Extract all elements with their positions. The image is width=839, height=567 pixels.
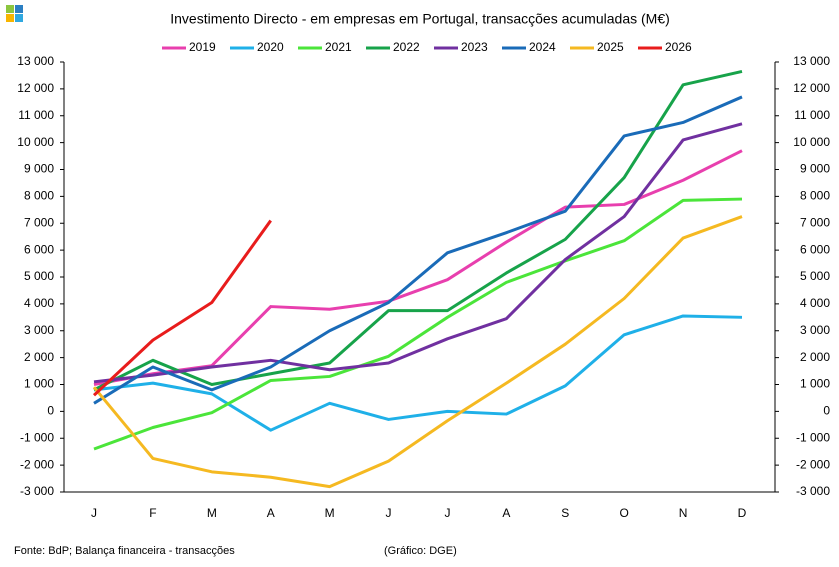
y2-tick-label: 7 000 (800, 215, 830, 229)
x-tick-label: M (325, 506, 335, 520)
y-tick-label: 5 000 (24, 269, 54, 283)
y2-tick-label: 9 000 (800, 162, 830, 176)
y-tick-label: -1 000 (20, 430, 54, 444)
chart-title: Investimento Directo - em empresas em Po… (170, 11, 670, 27)
y-tick-label: 6 000 (24, 242, 54, 256)
y2-tick-label: -2 000 (796, 457, 830, 471)
x-tick-label: J (444, 506, 450, 520)
y-tick-label: 13 000 (17, 54, 54, 68)
legend-label: 2020 (257, 40, 284, 54)
y-tick-label: 2 000 (24, 350, 54, 364)
y-tick-label: 10 000 (17, 135, 54, 149)
series-line (92, 215, 743, 489)
y2-tick-label: 10 000 (793, 135, 830, 149)
series-line (93, 95, 743, 405)
legend-label: 2019 (189, 40, 216, 54)
y2-tick-label: 0 (823, 404, 830, 418)
x-tick-label: O (620, 506, 629, 520)
y-tick-label: 4 000 (24, 296, 54, 310)
x-tick-label: D (738, 506, 747, 520)
y-tick-label: 0 (47, 404, 54, 418)
legend-label: 2021 (325, 40, 352, 54)
x-tick-label: J (386, 506, 392, 520)
y2-tick-label: 1 000 (800, 377, 830, 391)
y-tick-label: 8 000 (24, 189, 54, 203)
x-tick-label: A (502, 506, 510, 520)
series-line (93, 69, 743, 392)
y-tick-label: 1 000 (24, 377, 54, 391)
series-line (93, 197, 743, 451)
legend-label: 2026 (665, 40, 692, 54)
x-tick-label: A (267, 506, 275, 520)
legend-label: 2023 (461, 40, 488, 54)
series-line (93, 314, 743, 432)
y2-tick-label: 6 000 (800, 242, 830, 256)
y2-tick-label: 8 000 (800, 189, 830, 203)
y2-tick-label: -3 000 (796, 484, 830, 498)
logo (6, 5, 23, 22)
series-line (93, 122, 743, 384)
y-tick-label: 9 000 (24, 162, 54, 176)
x-tick-label: S (561, 506, 569, 520)
y2-tick-label: 12 000 (793, 81, 830, 95)
y-tick-label: 11 000 (18, 108, 54, 122)
y2-tick-label: 13 000 (793, 54, 830, 68)
y-tick-label: -2 000 (20, 457, 54, 471)
x-tick-label: N (679, 506, 688, 520)
legend-label: 2025 (597, 40, 624, 54)
x-tick-label: M (207, 506, 217, 520)
y-tick-label: 3 000 (24, 323, 54, 337)
x-tick-label: J (91, 506, 97, 520)
credit: (Gráfico: DGE) (384, 545, 457, 557)
x-tick-label: F (149, 506, 156, 520)
y-tick-label: 7 000 (24, 215, 54, 229)
y2-tick-label: -1 000 (796, 430, 830, 444)
legend-label: 2024 (529, 40, 556, 54)
y-tick-label: 12 000 (17, 81, 54, 95)
y2-tick-label: 11 000 (794, 108, 830, 122)
source: Fonte: BdP; Balança financeira - transac… (14, 545, 235, 557)
series-line (92, 219, 272, 397)
y2-tick-label: 4 000 (800, 296, 830, 310)
y2-tick-label: 2 000 (800, 350, 830, 364)
legend-label: 2022 (393, 40, 420, 54)
y2-tick-label: 5 000 (800, 269, 830, 283)
y2-tick-label: 3 000 (800, 323, 830, 337)
y-tick-label: -3 000 (20, 484, 54, 498)
